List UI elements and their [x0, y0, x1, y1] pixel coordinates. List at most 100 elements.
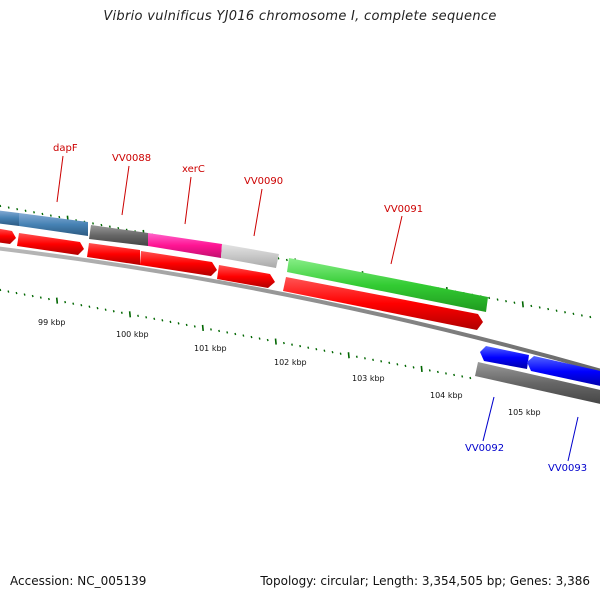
minor-tick — [277, 257, 280, 260]
feature-vv0092-cog[interactable] — [475, 362, 600, 405]
major-tick — [347, 352, 350, 359]
minor-tick — [331, 351, 334, 354]
feature-vv0090-cog[interactable] — [221, 244, 279, 268]
cds-arrow[interactable] — [87, 243, 140, 265]
minor-tick — [24, 209, 27, 212]
minor-tick — [564, 311, 566, 314]
minor-tick — [16, 207, 19, 211]
major-tick — [521, 301, 524, 308]
minor-tick — [72, 302, 75, 305]
minor-tick — [355, 355, 358, 358]
minor-tick — [96, 307, 99, 310]
map-title: Vibrio vulnificus YJ016 chromosome I, co… — [103, 9, 497, 24]
cds-arrow[interactable] — [283, 277, 483, 330]
minor-tick — [15, 291, 18, 295]
minor-tick — [80, 303, 83, 307]
minor-tick — [92, 222, 94, 225]
minor-tick — [7, 290, 10, 293]
minor-tick — [436, 370, 439, 374]
cds-arrow[interactable] — [0, 228, 16, 244]
minor-tick — [137, 314, 140, 317]
minor-tick — [299, 344, 302, 348]
genome-backbone — [0, 246, 600, 373]
minor-tick — [7, 206, 10, 209]
minor-tick — [33, 211, 35, 214]
label-leader-line — [482, 396, 495, 442]
gene-label-vv0088[interactable]: VV0088 — [112, 153, 151, 164]
minor-tick — [445, 372, 447, 375]
minor-tick — [555, 309, 558, 312]
minor-tick — [589, 315, 592, 319]
minor-tick — [47, 297, 50, 301]
feature-vv0091-cog[interactable] — [287, 258, 488, 312]
gene-label-dapf[interactable]: dapF — [53, 143, 78, 154]
minor-tick — [145, 316, 148, 319]
minor-tick — [49, 214, 52, 217]
minor-tick — [488, 296, 491, 300]
feature-dapf-cog-b[interactable] — [19, 213, 88, 236]
gene-label-vv0091[interactable]: VV0091 — [384, 204, 423, 215]
minor-tick — [112, 310, 115, 313]
scale-label: 105 kbp — [508, 408, 541, 417]
minor-tick — [285, 258, 288, 262]
cds-arrow[interactable] — [140, 251, 217, 276]
minor-tick — [453, 373, 456, 377]
minor-tick — [388, 361, 391, 365]
cds-arrow-reverse[interactable] — [480, 346, 529, 369]
cds-arrow[interactable] — [217, 265, 275, 288]
minor-tick — [177, 322, 180, 325]
minor-tick — [250, 335, 253, 339]
minor-tick — [323, 349, 326, 352]
minor-tick — [120, 311, 123, 314]
cds-arrow[interactable] — [17, 233, 84, 255]
minor-tick — [307, 346, 310, 349]
feature-dapf-cog[interactable] — [0, 210, 19, 226]
gene-label-vv0092[interactable]: VV0092 — [465, 443, 504, 454]
minor-tick — [339, 352, 342, 355]
minor-tick — [58, 215, 61, 219]
scale-label: 104 kbp — [430, 391, 463, 400]
minor-tick — [412, 366, 415, 369]
minor-tick — [461, 375, 464, 378]
gene-label-vv0093[interactable]: VV0093 — [548, 463, 587, 474]
label-leader-line — [390, 215, 403, 265]
major-tick — [55, 297, 59, 304]
minor-tick — [185, 323, 188, 327]
minor-tick — [258, 337, 261, 340]
minor-tick — [193, 325, 196, 328]
scale-label: 100 kbp — [116, 330, 149, 339]
major-tick — [201, 324, 204, 332]
minor-tick — [100, 223, 103, 227]
minor-tick — [234, 332, 237, 336]
minor-tick — [513, 301, 516, 304]
minor-tick — [530, 304, 533, 308]
minor-tick — [226, 331, 229, 334]
major-tick — [420, 365, 423, 372]
minor-tick — [169, 320, 172, 324]
gene-label-xerc[interactable]: xerC — [182, 164, 205, 175]
minor-tick — [31, 294, 34, 298]
minor-tick — [404, 364, 407, 368]
minor-tick — [104, 308, 107, 311]
cds-arrow-reverse[interactable] — [527, 356, 600, 387]
minor-tick — [210, 328, 212, 331]
minor-tick — [0, 288, 2, 292]
feature-vv0088-cog[interactable] — [89, 225, 148, 246]
minor-tick — [153, 317, 156, 321]
minor-tick — [0, 204, 2, 208]
minor-tick — [547, 307, 550, 311]
minor-tick — [380, 360, 383, 363]
minor-tick — [41, 212, 44, 216]
minor-tick — [363, 357, 366, 360]
scale-label: 101 kbp — [194, 344, 227, 353]
scale-labels: 99 kbp 100 kbp 101 kbp 102 kbp 103 kbp 104 kb… — [38, 318, 541, 417]
label-leader-line — [121, 165, 130, 216]
minor-tick — [23, 293, 26, 296]
minor-tick — [538, 306, 541, 309]
gene-label-vv0090[interactable]: VV0090 — [244, 176, 283, 187]
minor-tick — [108, 225, 111, 228]
label-leader-line — [567, 416, 579, 462]
minor-tick — [39, 296, 42, 299]
feature-xerc-cog[interactable] — [148, 233, 222, 258]
